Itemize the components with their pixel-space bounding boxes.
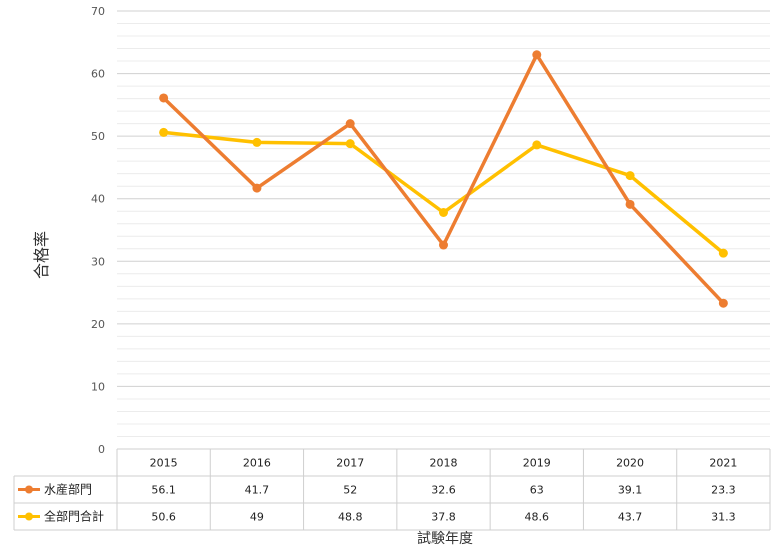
data-value-label: 23.3	[711, 484, 736, 497]
y-axis-title: 合格率	[32, 231, 51, 279]
legend-marker	[25, 485, 33, 494]
data-value-label: 63	[530, 484, 544, 497]
x-category-label: 2017	[336, 457, 364, 470]
y-tick-label: 30	[91, 255, 105, 268]
x-axis-title: 試験年度	[417, 531, 473, 547]
data-point	[532, 140, 542, 150]
x-category-label: 2015	[150, 457, 178, 470]
data-value-label: 56.1	[151, 484, 176, 497]
data-point	[625, 199, 635, 209]
data-value-label: 39.1	[618, 484, 643, 497]
data-point	[439, 207, 448, 217]
series-line	[162, 53, 725, 305]
data-point	[159, 93, 169, 103]
x-category-label: 2021	[709, 457, 737, 470]
x-category-label: 2018	[430, 457, 458, 470]
data-value-label: 48.6	[525, 511, 550, 524]
data-point	[159, 127, 169, 137]
y-axis-ticks: 0 10 20 30 40 50 60 70	[91, 5, 105, 456]
data-table: 2015 2016 2017 2018 2019 2020 2021 水産部門 56.1 41.7…	[13, 448, 771, 531]
y-tick-label: 60	[91, 68, 105, 81]
y-tick-label: 50	[91, 130, 105, 143]
y-tick-label: 20	[91, 318, 105, 331]
data-point	[345, 119, 355, 129]
data-value-label: 49	[250, 511, 264, 524]
data-point	[718, 248, 728, 258]
data-point	[532, 50, 542, 60]
data-value-label: 48.8	[338, 511, 363, 524]
data-point	[439, 240, 448, 250]
x-category-label: 2020	[616, 457, 644, 470]
x-category-label: 2016	[243, 457, 271, 470]
y-tick-label: 70	[91, 5, 105, 18]
y-tick-label: 0	[98, 443, 105, 456]
data-value-label: 31.3	[711, 511, 736, 524]
data-point	[252, 137, 262, 147]
legend-marker	[25, 512, 33, 521]
series-lines	[159, 50, 728, 308]
y-tick-label: 40	[91, 193, 105, 206]
legend-label: 全部門合計	[44, 509, 104, 524]
gridlines	[117, 10, 770, 450]
legend-label: 水産部門	[44, 482, 92, 497]
data-value-label: 52	[343, 484, 357, 497]
series-line	[163, 130, 725, 255]
data-point	[718, 298, 728, 308]
x-category-label: 2019	[523, 457, 551, 470]
data-point	[345, 139, 355, 149]
data-point	[252, 183, 262, 193]
y-tick-label: 10	[91, 380, 105, 393]
data-point	[625, 171, 635, 181]
data-value-label: 41.7	[245, 484, 270, 497]
data-value-label: 37.8	[431, 511, 456, 524]
data-value-label: 32.6	[431, 484, 456, 497]
data-value-label: 43.7	[618, 511, 643, 524]
data-value-label: 50.6	[151, 511, 176, 524]
